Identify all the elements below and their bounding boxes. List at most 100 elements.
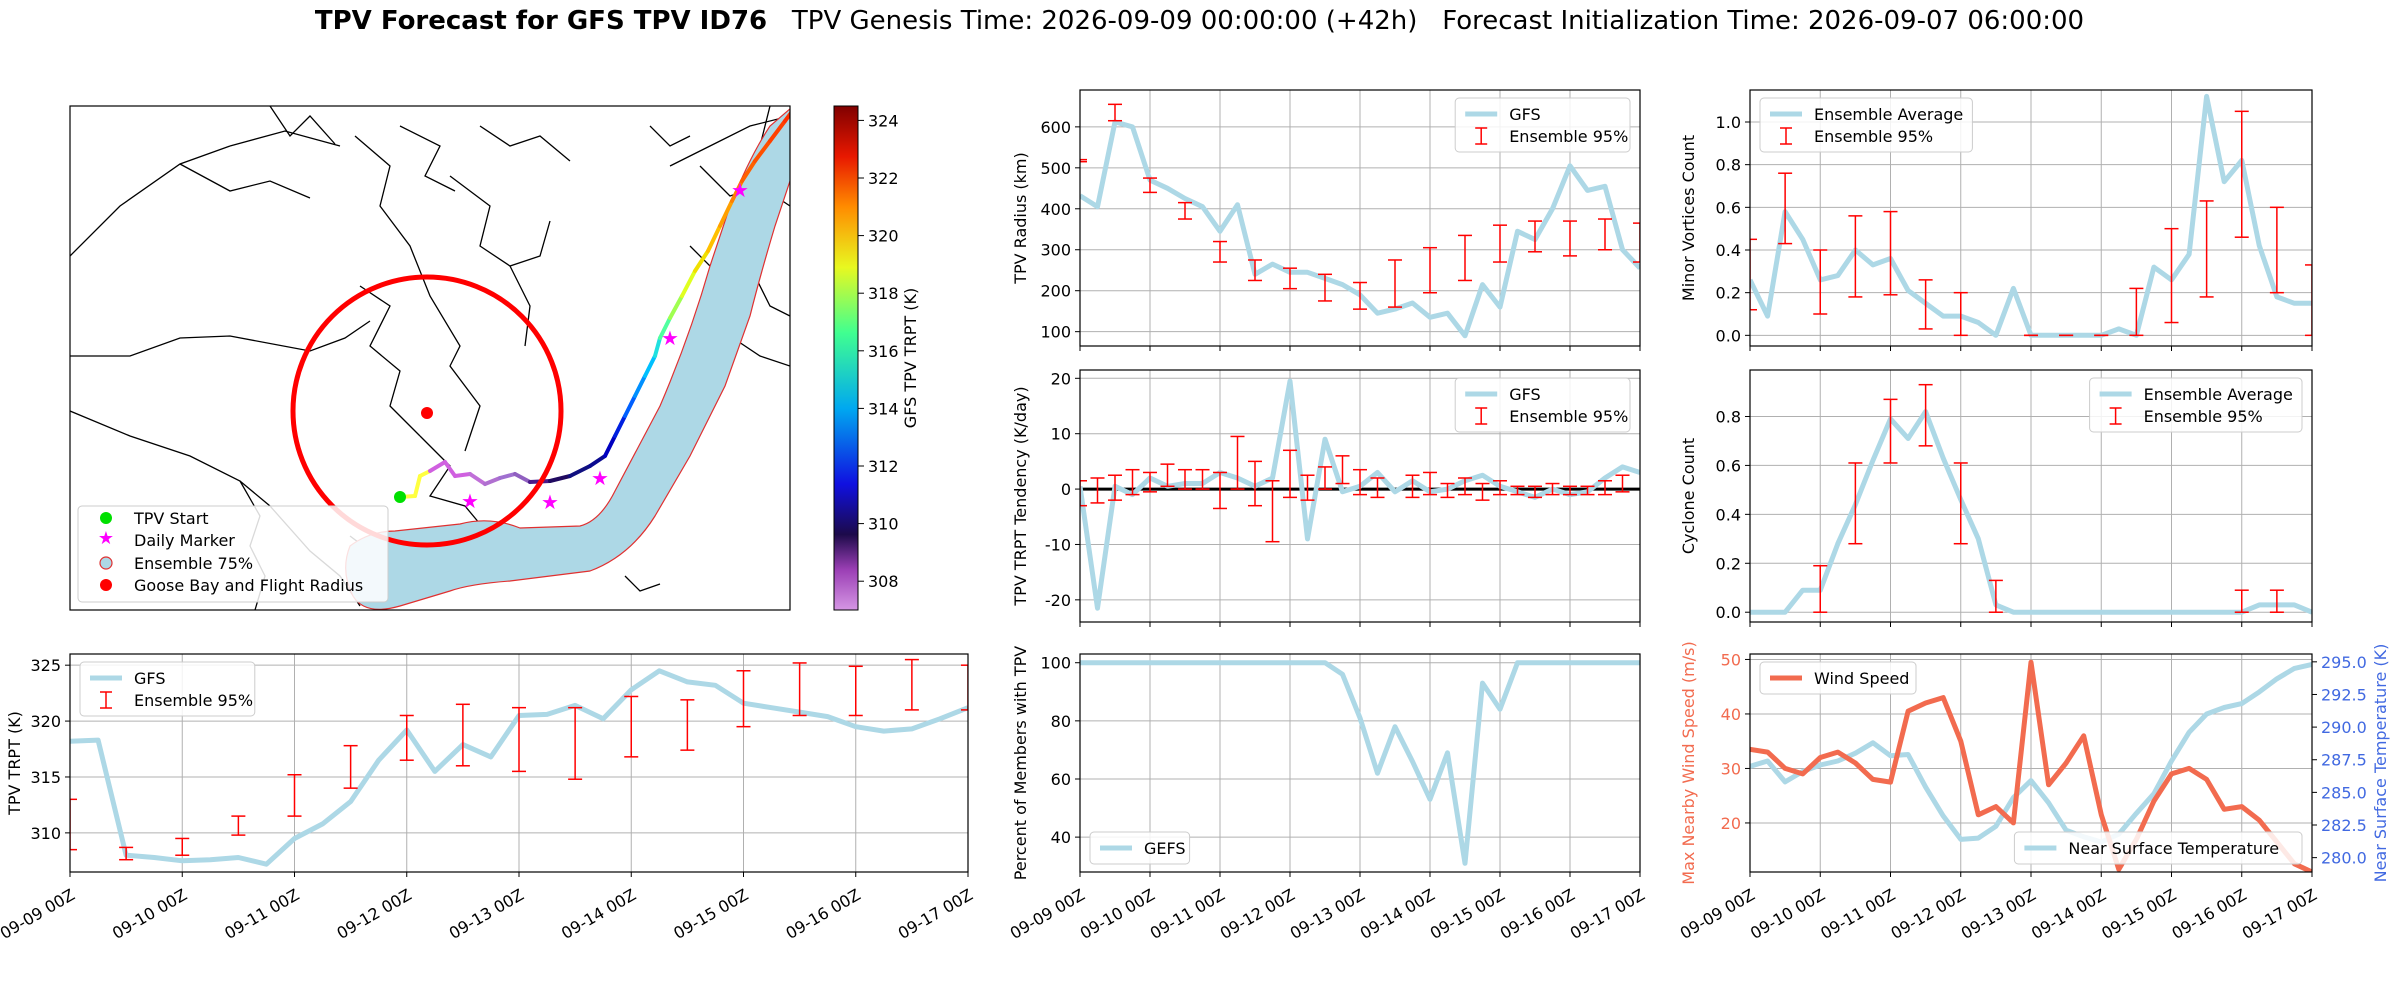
ensemble-errorbar [1510,485,1525,496]
y-tick-label: 0.6 [1716,456,1741,475]
tpv-start-marker [394,491,406,503]
ensemble-errorbar [399,714,414,761]
x-tick-label: 09-17 00Z [895,885,976,943]
y-right-tick-label: 285.0 [2321,783,2367,802]
daily-marker: ★ [661,326,679,350]
x-tick-label: 09-16 00Z [2168,885,2249,943]
y-tick-label: 0.4 [1716,241,1741,260]
colorbar-tick-label: 324 [868,111,899,130]
y-axis-label: Percent of Members with TPV [1011,646,1030,880]
legend: Near Surface Temperature [2013,831,2303,865]
x-tick-label: 09-10 00Z [1077,885,1158,943]
ensemble-errorbar [1248,460,1262,507]
y-tick-label: 30 [1721,759,1741,778]
series-line [1750,409,2312,615]
ensemble-errorbar [1633,222,1640,263]
ensemble-errorbar [1283,267,1297,290]
y-tick-label: 0.6 [1716,198,1741,217]
ensemble-errorbar [2269,589,2284,613]
plot-area [1750,93,2312,338]
legend-label: GFS [1509,385,1540,404]
track-segment [730,179,744,203]
y-tick-label: -10 [1045,535,1071,554]
x-tick-label: 09-14 00Z [1357,885,1438,943]
y-tick-label: 100 [1040,654,1071,673]
figure-title-bold: TPV Forecast for GFS TPV ID76 [314,6,768,36]
map-legend-daily-marker: Daily Marker [134,531,235,550]
colorbar-ticks: 308 310 312 314 316 318 320 322 324 [858,111,899,591]
x-tick-label: 09-16 00Z [782,885,863,943]
ensemble-errorbar [1918,279,1933,330]
ensemble-errorbar [2269,206,2284,294]
y-tick-label: 0.4 [1716,505,1741,524]
legend-label: Ensemble Average [2144,385,2293,404]
track-segment [588,454,607,468]
plot-area [1080,660,1640,866]
map-legend-ensemble-75: Ensemble 75% [134,554,253,573]
ensemble-errorbar [1283,449,1297,499]
x-tick-label: 09-13 00Z [446,885,527,943]
ensemble-errorbar [2164,227,2179,324]
ensemble-errorbar [1388,259,1402,308]
colorbar-tick-label: 312 [868,457,899,476]
ensemble-errorbar [1528,485,1542,499]
track-segment [483,476,502,486]
y-tick-label: 10 [1051,425,1071,444]
legend: GFS Ensemble 95% [79,661,256,717]
svg-text:★: ★ [98,528,114,549]
x-tick-label: 09-15 00Z [2098,885,2179,943]
x-tick-label: 09-15 00Z [670,885,751,943]
x-tick-label: 09-09 00Z [1677,885,1758,943]
track-segment [613,414,627,438]
ensemble-errorbar [1563,485,1577,496]
track-segment [783,110,790,123]
legend-box [1759,97,1973,153]
daily-marker: ★ [591,466,609,490]
legend-box [2089,377,2303,433]
legend-box [2013,831,2303,865]
ensemble-errorbar [1953,291,1968,337]
ensemble-errorbar [961,664,968,711]
track-segment [568,464,592,478]
y-tick-label: 0.2 [1716,284,1741,303]
legend-box [1454,97,1631,153]
ensemble-errorbar [1335,455,1350,485]
ensemble-errorbar [1143,177,1157,194]
colorbar-tick-label: 316 [868,342,899,361]
ensemble-errorbar [1475,482,1490,501]
y-tick-label: 0.0 [1716,326,1741,345]
figure-title-rest: TPV Genesis Time: 2026-09-09 00:00:00 (+… [791,6,2085,36]
y-right-tick-label: 280.0 [2321,849,2367,868]
minor-vortices-panel: 0.0 0.2 0.4 0.6 0.8 1.0 Minor Vortices Count En… [1679,89,2313,351]
ensemble-errorbar [1108,474,1122,501]
y-tick-label: 60 [1051,770,1071,789]
x-tick-label: 09-16 00Z [1497,885,1578,943]
y-right-tick-label: 287.5 [2321,751,2367,770]
ensemble-errorbar [1458,234,1472,282]
x-tick-label: 09-11 00Z [221,885,302,943]
colorbar-tick-label: 322 [868,169,899,188]
y-axis-label: TPV TRPT Tendency (K/day) [1011,386,1030,606]
ensemble-errorbar [1178,468,1192,490]
legend-label: Ensemble 95% [134,691,253,710]
ensemble-errorbar [1848,462,1863,545]
ensemble-errorbar [2234,110,2249,238]
x-tick-label: 09-12 00Z [333,885,414,943]
x-tick-label: 09-11 00Z [1147,885,1228,943]
ensemble-errorbar [1750,238,1757,311]
tpv-track-map: ★ ★ ★ ★ ★ TPV Start ★ Daily Marker Ensemble … [69,105,791,611]
legend-label: Near Surface Temperature [2068,839,2279,858]
ensemble-errorbar [1813,249,1828,315]
x-tick-label: 09-09 00Z [0,885,78,943]
track-segment [668,294,684,320]
x-tick-label: 09-11 00Z [1817,885,1898,943]
legend-label: Ensemble 95% [2144,407,2263,426]
ensemble-errorbar [848,665,863,717]
daily-marker: ★ [541,490,559,514]
ensemble-errorbar [119,846,134,861]
ensemble-errorbar [1883,210,1898,296]
y-tick-label: 200 [1040,282,1071,301]
x-tick-label: 09-10 00Z [109,885,190,943]
ensemble-errorbar [2129,287,2144,337]
ensemble-errorbar [624,695,639,758]
